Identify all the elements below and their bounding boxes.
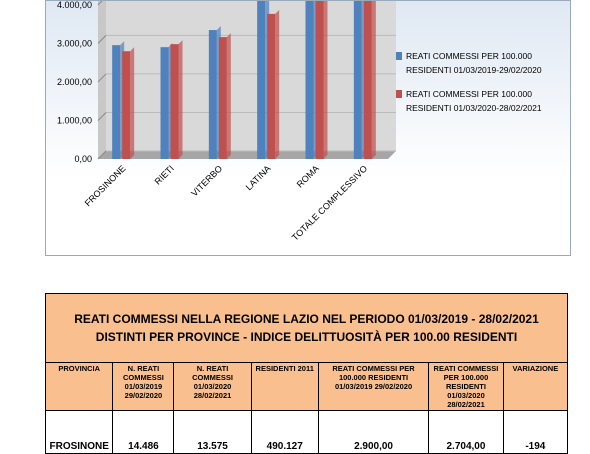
title-line: DISTINTI PER PROVINCE - INDICE DELITTUOS… [95, 330, 518, 344]
table: REATI COMMESSI NELLA REGIONE LAZIO NEL P… [44, 293, 569, 454]
cell: VARIAZIONE [502, 362, 569, 411]
legend-item: REATI COMMESSI PER 100.000 RESIDENTI 01/… [396, 87, 566, 115]
cell: 490.127 [250, 410, 319, 454]
cell: N. REATI COMMESSI 01/03/2020 28/02/2021 [173, 362, 252, 411]
legend-swatch [396, 90, 402, 98]
bar [122, 51, 131, 160]
legend-item: REATI COMMESSI PER 100.000 RESIDENTI 01/… [396, 49, 566, 77]
x-tick-label: LATINA [244, 163, 273, 192]
bar [267, 13, 276, 159]
x-tick-label: VITERBO [189, 163, 224, 198]
bars [112, 1, 376, 160]
grid-line [97, 150, 107, 160]
cell: 2.704,00 [428, 410, 504, 454]
chart-box: 0,00 1.000,00 2.000,00 3.000,00 4.000,00 FROS… [45, 0, 571, 256]
x-tick-label: ROMA [295, 163, 321, 189]
bar-side [178, 40, 183, 159]
table-title: REATI COMMESSI NELLA REGIONE LAZIO NEL P… [45, 293, 568, 363]
cell: -194 [502, 410, 569, 454]
legend: REATI COMMESSI PER 100.000 RESIDENTI 01/… [396, 49, 566, 125]
grid-line [97, 73, 107, 83]
legend-label: REATI COMMESSI PER 100.000 RESIDENTI 01/… [406, 89, 542, 113]
bar [315, 1, 324, 160]
bar [257, 1, 266, 160]
bar-side [371, 1, 376, 159]
bar [160, 47, 169, 160]
back-wall [106, 1, 396, 151]
title-line: REATI COMMESSI NELLA REGIONE LAZIO NEL P… [74, 312, 539, 326]
bar [305, 1, 314, 159]
cell: 13.575 [173, 410, 252, 454]
grid-line [97, 0, 104, 6]
bar-side [323, 1, 328, 159]
chart: 0,00 1.000,00 2.000,00 3.000,00 4.000,00 FROS… [57, 0, 396, 243]
y-tick-label: 1.000,00 [57, 115, 92, 125]
x-tick-label: RIETI [153, 163, 176, 186]
bar [208, 30, 217, 160]
grid-line [97, 112, 107, 121]
cell: RESIDENTI 2011 [250, 362, 319, 411]
cell: 2.900,00 [317, 410, 430, 454]
cell: REATI COMMESSI PER 100.000 RESIDENTI 01/… [317, 362, 430, 411]
legend-swatch [396, 52, 402, 60]
bar [218, 37, 227, 159]
cell: 14.486 [112, 410, 175, 454]
y-tick-label: 4.000,00 [57, 1, 92, 10]
bar [363, 1, 372, 159]
y-tick-label: 0,00 [74, 154, 92, 164]
cell: PROVINCIA [44, 362, 114, 411]
page: {"chart_data":{"type":"bar", "categories… [44, 0, 571, 454]
bar-side [226, 33, 231, 159]
bar-side [130, 47, 135, 160]
cell: N. REATI COMMESSI 01/03/2019 29/02/2020 [112, 362, 175, 411]
bar [112, 45, 121, 159]
bar [353, 1, 362, 160]
grid-line [97, 35, 107, 44]
x-tick-label: FROSINONE [83, 163, 128, 208]
y-tick-label: 2.000,00 [57, 77, 92, 87]
legend-label: REATI COMMESSI PER 100.000 RESIDENTI 01/… [406, 51, 542, 75]
bar-side [275, 9, 280, 159]
cell: FROSINONE [44, 410, 114, 454]
cell: REATI COMMESSI PER 100.000 RESIDENTI 01/… [428, 362, 504, 411]
bar [170, 44, 179, 159]
side-wall [98, 1, 106, 159]
floor [98, 151, 396, 159]
y-tick-label: 3.000,00 [57, 38, 92, 48]
